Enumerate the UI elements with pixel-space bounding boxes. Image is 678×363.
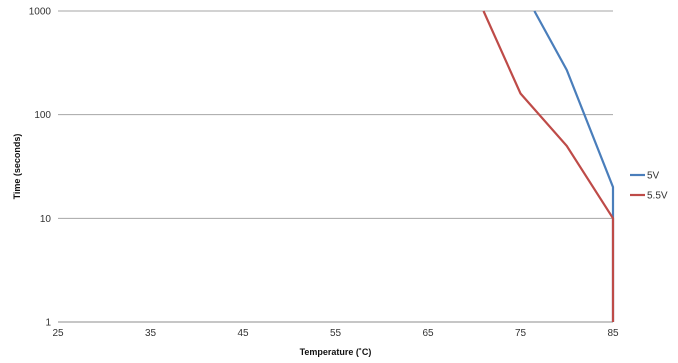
x-tick-labels: 25 35 45 55 65 75 85 [52,328,619,339]
x-tick-label: 85 [607,328,619,339]
y-axis-title: Time (seconds) [12,134,22,200]
legend: 5V 5.5V [630,171,668,202]
series-line-5-5v [482,10,615,322]
x-tick-label: 45 [237,328,249,339]
x-tick-label: 65 [422,328,434,339]
series-line-5v [533,10,615,322]
x-tick-label: 75 [515,328,527,339]
legend-label: 5V [647,171,660,182]
y-tick-label: 1 [45,318,51,329]
series-layer [482,10,615,322]
y-tick-labels: 1 10 100 1000 [29,7,52,329]
legend-label: 5.5V [647,191,668,202]
y-tick-label: 100 [34,110,51,121]
y-tick-label: 10 [40,214,52,225]
y-tick-label: 1000 [29,7,52,18]
grid-lines [58,10,613,323]
x-tick-label: 55 [330,328,342,339]
x-tick-label: 35 [145,328,157,339]
x-tick-label: 25 [52,328,64,339]
x-axis-title: Temperature (˚C) [300,347,372,357]
